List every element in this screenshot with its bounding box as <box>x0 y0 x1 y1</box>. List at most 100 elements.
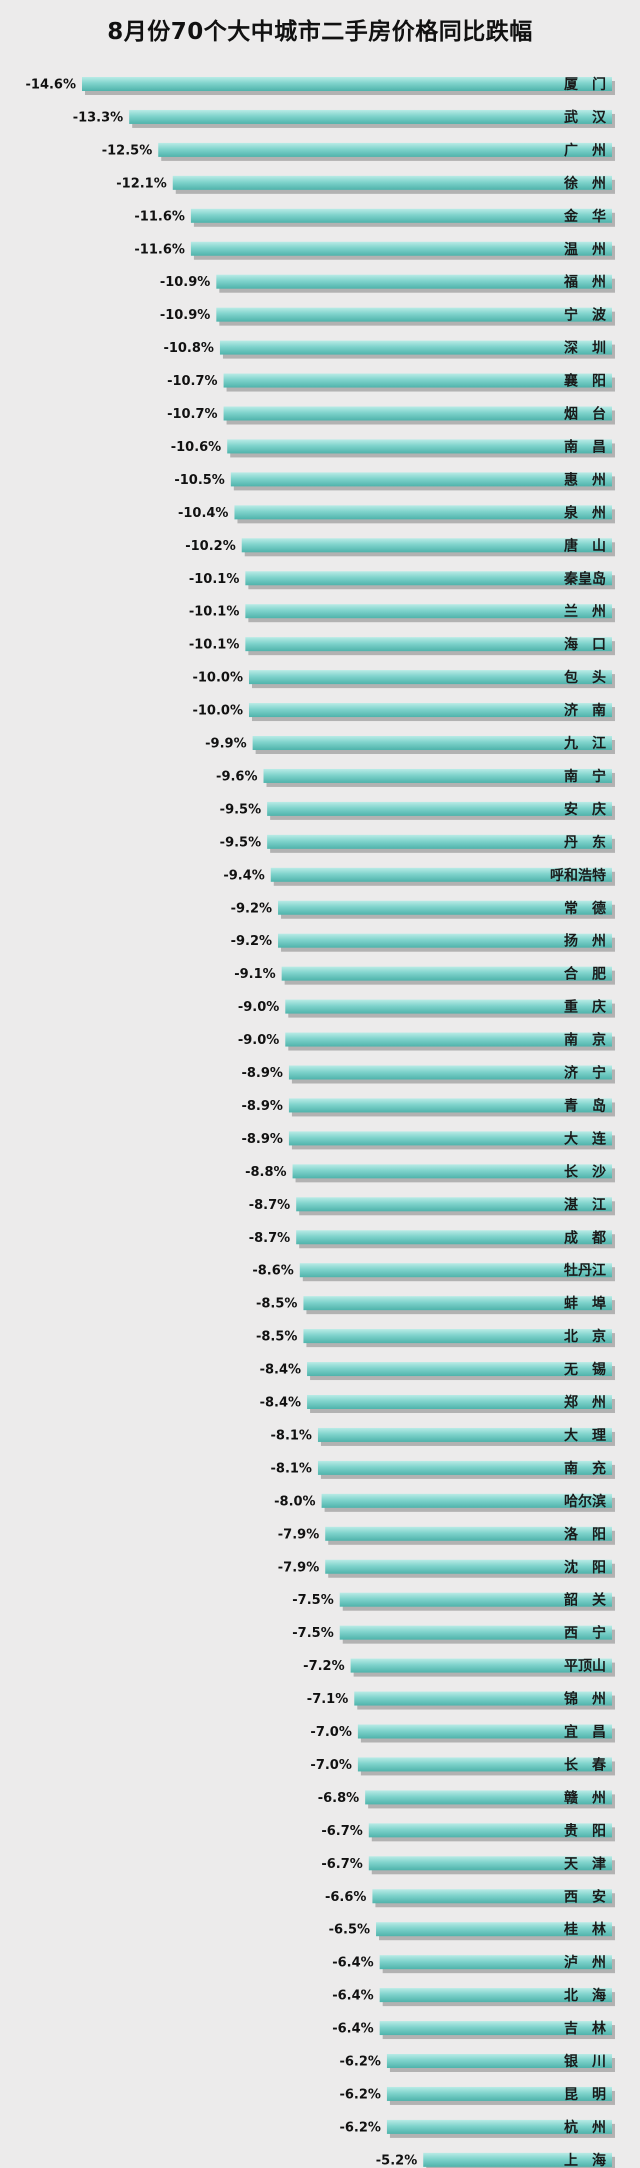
value-label: -8.1% <box>271 1428 312 1443</box>
value-label: -9.0% <box>238 1033 279 1048</box>
city-label: 重庆 <box>564 999 620 1016</box>
value-label: -9.2% <box>231 934 272 949</box>
value-label: -6.6% <box>325 1890 366 1905</box>
city-label: 洛阳 <box>564 1526 620 1543</box>
bar-湛江 <box>296 1197 612 1212</box>
city-label: 西安 <box>564 1888 620 1905</box>
city-label: 杭州 <box>564 2119 620 2136</box>
bar-西宁 <box>339 1625 612 1640</box>
value-label: -6.4% <box>332 1956 373 1971</box>
city-label: 赣州 <box>564 1789 620 1806</box>
city-label: 蚌埠 <box>564 1295 620 1312</box>
city-label: 青岛 <box>564 1097 620 1114</box>
city-label: 丹东 <box>564 834 620 851</box>
bar-宁波 <box>216 307 612 322</box>
bar-南昌 <box>227 439 612 454</box>
bar-南京 <box>285 1032 612 1047</box>
bar-济宁 <box>288 1065 612 1080</box>
bar-呼和浩特 <box>270 867 612 882</box>
bar-徐州 <box>172 175 612 190</box>
value-label: -10.8% <box>163 341 214 356</box>
city-label: 成都 <box>564 1229 620 1246</box>
city-label: 泉州 <box>564 504 620 521</box>
city-label: 合肥 <box>564 966 620 983</box>
city-label: 长沙 <box>564 1163 620 1180</box>
city-label: 昆明 <box>564 2087 620 2103</box>
value-label: -10.9% <box>160 275 211 290</box>
value-label: -9.6% <box>216 769 257 784</box>
bar-西安 <box>372 1889 612 1904</box>
bar-南宁 <box>263 768 612 783</box>
city-label: 温州 <box>564 242 620 258</box>
value-label: -9.9% <box>205 737 246 752</box>
value-label: -6.2% <box>339 2120 380 2135</box>
bar-杭州 <box>386 2119 612 2134</box>
bar-宜昌 <box>357 1724 612 1739</box>
bar-金华 <box>190 208 612 223</box>
city-label: 贵阳 <box>564 1822 620 1839</box>
value-label: -10.9% <box>160 308 211 323</box>
city-label: 上海 <box>564 2152 620 2168</box>
value-label: -10.1% <box>189 572 240 587</box>
city-label: 南京 <box>564 1032 620 1049</box>
bar-泸州 <box>379 1955 612 1970</box>
bar-北京 <box>303 1329 612 1344</box>
city-label: 南宁 <box>564 768 620 785</box>
value-label: -10.0% <box>192 704 243 719</box>
bar-锦州 <box>354 1691 612 1706</box>
value-label: -7.5% <box>292 1626 333 1641</box>
value-label: -8.6% <box>252 1264 293 1279</box>
city-label: 吉林 <box>564 2020 620 2037</box>
city-label: 常德 <box>564 900 620 917</box>
value-label: -8.9% <box>241 1099 282 1114</box>
city-label: 大连 <box>564 1130 620 1147</box>
bar-襄阳 <box>223 373 612 388</box>
value-label: -7.5% <box>292 1593 333 1608</box>
value-label: -7.9% <box>278 1527 319 1542</box>
city-label: 宁波 <box>564 307 620 324</box>
value-label: -6.5% <box>329 1923 370 1938</box>
bar-秦皇岛 <box>245 571 612 586</box>
value-label: -8.0% <box>274 1494 315 1509</box>
bar-九江 <box>252 736 612 750</box>
value-label: -12.5% <box>102 143 153 158</box>
bar-海口 <box>245 637 612 652</box>
city-label: 济宁 <box>564 1065 620 1082</box>
city-label: 沈阳 <box>564 1559 620 1576</box>
value-label: -9.5% <box>220 802 261 817</box>
city-label: 海口 <box>564 636 620 653</box>
value-label: -12.1% <box>116 176 167 191</box>
value-label: -8.9% <box>241 1132 282 1147</box>
bar-无锡 <box>307 1362 612 1377</box>
value-label: -10.4% <box>178 506 229 521</box>
city-label: 扬州 <box>564 933 620 950</box>
city-label: 无锡 <box>563 1361 620 1378</box>
bar-福州 <box>216 274 612 289</box>
bar-烟台 <box>223 406 612 421</box>
bar-成都 <box>296 1230 612 1245</box>
value-label: -7.0% <box>310 1758 351 1773</box>
bar-合肥 <box>281 966 612 981</box>
city-label: 大理 <box>564 1427 620 1444</box>
city-label: 南昌 <box>564 438 620 455</box>
bar-广州 <box>158 142 612 157</box>
value-label: -10.6% <box>171 440 222 455</box>
city-label: 锦州 <box>564 1691 620 1708</box>
bar-南充 <box>317 1460 612 1475</box>
value-label: -7.1% <box>307 1692 348 1707</box>
value-label: -10.5% <box>174 473 225 488</box>
value-label: -6.4% <box>332 2022 373 2037</box>
value-label: -13.3% <box>73 110 124 125</box>
value-label: -6.7% <box>321 1824 362 1839</box>
city-label: 长春 <box>564 1756 620 1773</box>
value-label: -6.2% <box>339 2087 380 2102</box>
value-label: -9.0% <box>238 1000 279 1015</box>
city-label: 桂林 <box>563 1921 620 1938</box>
bar-扬州 <box>278 933 612 948</box>
city-label: 深圳 <box>564 340 620 357</box>
city-label: 九江 <box>563 735 620 752</box>
value-label: -9.2% <box>231 901 272 916</box>
bar-丹东 <box>267 834 612 849</box>
city-label: 郑州 <box>564 1394 620 1411</box>
